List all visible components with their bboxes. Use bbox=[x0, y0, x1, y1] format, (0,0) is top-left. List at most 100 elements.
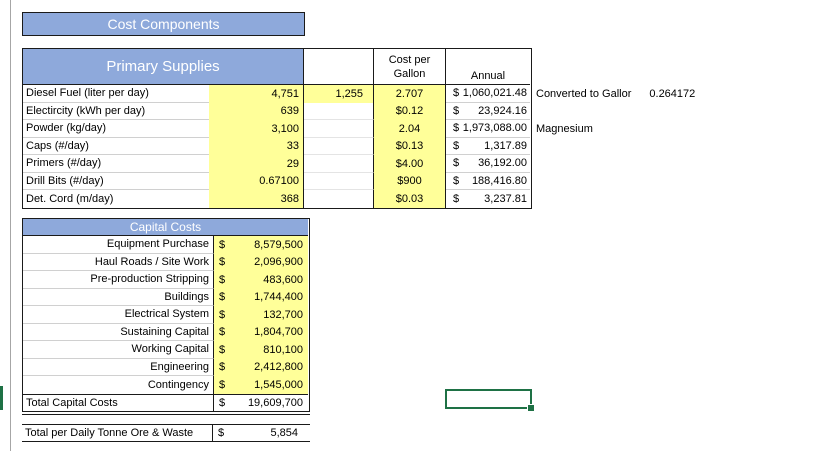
capital-amount: 1,744,400 bbox=[254, 291, 303, 304]
annual-amount: 1,060,021.48 bbox=[462, 87, 527, 100]
capital-costs-table: Capital Costs Equipment Purchase $ 8,579… bbox=[22, 218, 310, 412]
capital-amount: 2,096,900 bbox=[254, 256, 303, 269]
capital-amount: 810,100 bbox=[263, 343, 303, 356]
currency-symbol: $ bbox=[453, 139, 460, 152]
cell-extra[interactable] bbox=[304, 120, 374, 138]
currency-symbol: $ bbox=[453, 174, 460, 187]
cell-extra[interactable] bbox=[304, 190, 374, 208]
cell-qty[interactable]: 29 bbox=[209, 155, 304, 173]
capital-row-value[interactable]: $ 1,545,000 bbox=[214, 376, 308, 394]
currency-symbol: $ bbox=[219, 256, 226, 269]
capital-row-label[interactable]: Equipment Purchase bbox=[23, 236, 214, 254]
cell-annual[interactable]: $ 23,924.16 bbox=[446, 103, 530, 120]
currency-symbol: $ bbox=[219, 291, 226, 304]
cell-cost-per-gallon[interactable]: $4.00 bbox=[374, 155, 446, 173]
gallon-text: Gallon bbox=[393, 67, 426, 80]
currency-symbol: $ bbox=[453, 157, 460, 170]
annual-amount: 188,416.80 bbox=[471, 174, 527, 187]
currency-symbol: $ bbox=[219, 238, 226, 251]
cell-label[interactable]: Primers (#/day) bbox=[23, 155, 209, 173]
total-double-underline bbox=[22, 414, 310, 415]
capital-amount: 2,412,800 bbox=[254, 361, 303, 374]
cell-annual[interactable]: $ 1,973,088.00 bbox=[446, 120, 530, 138]
currency-symbol: $ bbox=[453, 192, 460, 205]
cell-cost-per-gallon[interactable]: $0.03 bbox=[374, 190, 446, 208]
capital-row-label[interactable]: Buildings bbox=[23, 288, 214, 306]
header-empty-cell[interactable] bbox=[304, 49, 374, 85]
cell-annual[interactable]: $ 1,317.89 bbox=[446, 138, 530, 155]
capital-row-label[interactable]: Working Capital bbox=[23, 341, 214, 359]
currency-symbol: $ bbox=[218, 427, 225, 439]
capital-row-value[interactable]: $ 132,700 bbox=[214, 306, 308, 324]
fill-handle[interactable] bbox=[527, 404, 535, 412]
annual-amount: 1,317.89 bbox=[484, 139, 527, 152]
cell-qty[interactable]: 639 bbox=[209, 102, 304, 120]
capital-row-label[interactable]: Haul Roads / Site Work bbox=[23, 253, 214, 271]
capital-costs-header-cell[interactable]: Capital Costs bbox=[23, 219, 308, 236]
total-capital-amount: 19,609,700 bbox=[247, 396, 303, 409]
note-converted-to-gallon[interactable]: Converted to Gallor 0.264172 bbox=[536, 85, 695, 103]
cost-components-title-text: Cost Components bbox=[107, 16, 220, 32]
cell-qty[interactable]: 3,100 bbox=[209, 120, 304, 138]
cell-label[interactable]: Caps (#/day) bbox=[23, 138, 209, 155]
capital-row-value[interactable]: $ 810,100 bbox=[214, 341, 308, 359]
capital-row-value[interactable]: $ 8,579,500 bbox=[214, 236, 308, 254]
total-capital-costs-label[interactable]: Total Capital Costs bbox=[23, 393, 214, 411]
note-magnesium[interactable]: Magnesium bbox=[536, 120, 593, 138]
cell-label[interactable]: Det. Cord (m/day) bbox=[26, 192, 114, 205]
cell-annual[interactable]: $ 36,192.00 bbox=[446, 155, 530, 173]
capital-amount: 1,804,700 bbox=[254, 326, 303, 339]
summary-value[interactable]: $ 5,854 bbox=[213, 425, 310, 441]
capital-row-label[interactable]: Engineering bbox=[23, 358, 214, 376]
summary-row: Total per Daily Tonne Ore & Waste $ 5,85… bbox=[22, 424, 310, 442]
cost-per-gallon-header-cell[interactable]: Cost per Gallon bbox=[374, 49, 446, 85]
capital-row-label[interactable]: Pre-production Stripping bbox=[23, 271, 214, 289]
currency-symbol: $ bbox=[219, 326, 226, 339]
capital-row-value[interactable]: $ 1,744,400 bbox=[214, 288, 308, 306]
currency-symbol: $ bbox=[219, 343, 226, 356]
cell-annual[interactable]: $ 188,416.80 bbox=[446, 173, 530, 190]
cell-extra[interactable] bbox=[304, 155, 374, 173]
cell-qty[interactable]: 0.67100 bbox=[209, 172, 304, 190]
cell-annual[interactable]: $ 3,237.81 bbox=[446, 190, 530, 208]
primary-supplies-header-text: Primary Supplies bbox=[106, 58, 220, 75]
capital-costs-header-text: Capital Costs bbox=[129, 220, 202, 234]
cell-cost-per-gallon[interactable]: $0.12 bbox=[374, 102, 446, 120]
capital-row-label[interactable]: Electrical System bbox=[23, 306, 214, 324]
summary-label[interactable]: Total per Daily Tonne Ore & Waste bbox=[22, 425, 213, 441]
cell-cost-per-gallon[interactable]: 2.04 bbox=[374, 120, 446, 138]
annual-header-cell[interactable]: Annual bbox=[446, 49, 530, 85]
cell-cost-per-gallon[interactable]: 2.707 bbox=[374, 85, 446, 103]
cell-label[interactable]: Powder (kg/day) bbox=[23, 120, 209, 138]
capital-row-label[interactable]: Contingency bbox=[23, 376, 214, 394]
capital-amount: 132,700 bbox=[263, 308, 303, 321]
offscreen-selection-sliver bbox=[0, 386, 3, 410]
capital-row-value[interactable]: $ 1,804,700 bbox=[214, 323, 308, 341]
capital-row-value[interactable]: $ 483,600 bbox=[214, 271, 308, 289]
cell-qty[interactable]: 4,751 bbox=[209, 85, 304, 103]
currency-symbol: $ bbox=[219, 308, 226, 321]
cell-qty[interactable]: 33 bbox=[209, 137, 304, 155]
cost-components-title[interactable]: Cost Components bbox=[22, 12, 305, 36]
cell-cost-per-gallon[interactable]: $900 bbox=[374, 172, 446, 190]
cell-annual[interactable]: $ 1,060,021.48 bbox=[446, 85, 530, 103]
cell-label[interactable]: Drill Bits (#/day) bbox=[23, 173, 209, 190]
cell-extra[interactable]: 1,255 bbox=[304, 85, 374, 103]
capital-row-label[interactable]: Sustaining Capital bbox=[23, 323, 214, 341]
cell-cost-per-gallon[interactable]: $0.13 bbox=[374, 137, 446, 155]
capital-row-value[interactable]: $ 2,412,800 bbox=[214, 358, 308, 376]
currency-symbol: $ bbox=[453, 87, 460, 100]
cell-extra[interactable] bbox=[304, 137, 374, 155]
cell-label[interactable]: Electircity (kWh per day) bbox=[23, 103, 209, 120]
note-converted-label: Converted to Gallor bbox=[536, 87, 632, 100]
cell-extra[interactable] bbox=[304, 172, 374, 190]
cell-label[interactable]: Diesel Fuel (liter per day) bbox=[23, 85, 209, 103]
capital-row-value[interactable]: $ 2,096,900 bbox=[214, 253, 308, 271]
note-magnesium-text: Magnesium bbox=[536, 122, 593, 135]
cell-qty[interactable]: 368 bbox=[209, 190, 304, 208]
cell-extra[interactable] bbox=[304, 102, 374, 120]
primary-supplies-header-cell[interactable]: Primary Supplies bbox=[23, 49, 304, 85]
active-cell-selection[interactable] bbox=[445, 389, 535, 412]
total-capital-costs-value[interactable]: $ 19,609,700 bbox=[214, 393, 308, 411]
